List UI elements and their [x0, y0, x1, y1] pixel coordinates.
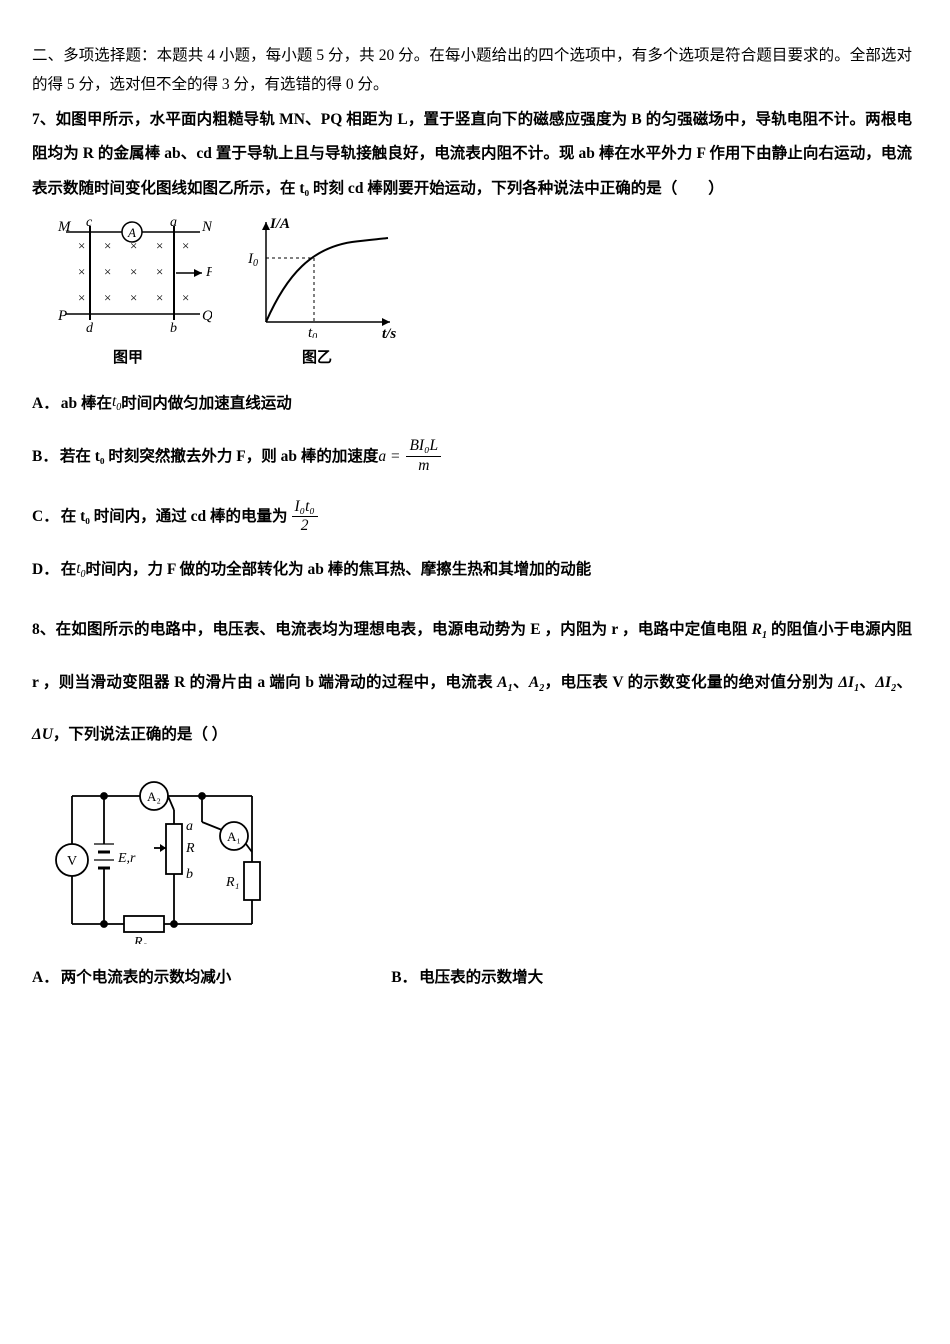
svg-text:P: P	[57, 308, 67, 324]
svg-text:V: V	[67, 854, 77, 869]
svg-text:a: a	[186, 819, 193, 834]
q7-optD-label: D．	[32, 559, 59, 581]
q7-fig-jia: A ××××× ×××× ××××× M N P Q c a d b F	[44, 214, 212, 338]
svg-text:R₂: R₂	[133, 935, 148, 944]
q7-optC-den: 2	[298, 517, 312, 536]
q8-R1-base: R	[752, 621, 762, 638]
svg-text:E,r: E,r	[117, 851, 136, 866]
q7-optA-pre: ab 棒在	[61, 393, 112, 415]
q8-dI2-base: ΔI	[875, 674, 891, 691]
q8-p0: 在如图所示的电路中，电压表、电流表均为理想电表，电源电动势为 E ，内阻为 r …	[56, 621, 752, 638]
q7-optB-num: BI₀L	[406, 437, 441, 457]
q8-A2: A2	[529, 674, 544, 691]
q7-option-d: D． 在 t0 时间内，力 F 做的功全部转化为 ab 棒的焦耳热、摩擦生热和其…	[32, 558, 912, 582]
q7-number: 7、	[32, 111, 56, 128]
section-heading: 二、多项选择题：本题共 4 小题，每小题 5 分，共 20 分。在每小题给出的四…	[32, 42, 912, 99]
q8-option-a: A．两个电流表的示数均减小	[32, 967, 231, 989]
q8-circuit: A₂ A₁ R₁ a R b V	[34, 774, 912, 951]
q7-optA-var: t0	[112, 391, 121, 415]
q8-R1: R1	[752, 621, 767, 638]
svg-text:R₁: R₁	[225, 875, 239, 890]
q8-p5: 、	[896, 674, 912, 691]
q7-optB-formula: a = BI₀L m	[378, 437, 445, 475]
q8-p4: 、	[859, 674, 875, 691]
q8-dI1: ΔI1	[838, 674, 859, 691]
q8-optB-label: B．	[391, 969, 417, 986]
svg-text:×: ×	[130, 238, 137, 253]
q7-optB-label: B．	[32, 446, 58, 468]
q8-option-b: B．电压表的示数增大	[391, 967, 543, 989]
q7-optD-pre: 在	[61, 559, 77, 581]
q8-A1: A1	[497, 674, 512, 691]
svg-text:A₁: A₁	[227, 829, 241, 844]
svg-text:×: ×	[104, 238, 111, 253]
svg-text:R: R	[185, 841, 195, 856]
svg-text:×: ×	[156, 264, 163, 279]
svg-text:×: ×	[78, 290, 85, 305]
q8-A2-base: A	[529, 674, 539, 691]
svg-text:×: ×	[78, 238, 85, 253]
q8-options: A．两个电流表的示数均减小 B．电压表的示数增大	[32, 967, 912, 989]
q7-fig-yi: I/A t/s I0 t0	[232, 214, 402, 338]
svg-text:a: a	[170, 215, 177, 230]
q7-optA-label: A．	[32, 393, 59, 415]
svg-text:b: b	[170, 321, 177, 336]
q7-optD-var: t0	[76, 558, 85, 582]
q7-optC-pre: 在 t₀ 时间内，通过 cd 棒的电量为	[61, 506, 288, 528]
q8-p2: 、	[513, 674, 529, 691]
q7-option-b: B． 若在 t₀ 时刻突然撤去外力 F，则 ab 棒的加速度 a = BI₀L …	[32, 437, 912, 475]
q7-fig-yi-wrap: I/A t/s I0 t0 图乙	[232, 214, 402, 370]
svg-text:A₂: A₂	[147, 789, 161, 804]
q7-option-a: A． ab 棒在 t0 时间内做匀加速直线运动	[32, 391, 912, 415]
q7-fig-jia-wrap: A ××××× ×××× ××××× M N P Q c a d b F 图甲	[44, 214, 212, 370]
svg-text:b: b	[186, 867, 193, 882]
svg-text:×: ×	[104, 264, 111, 279]
svg-text:×: ×	[130, 264, 137, 279]
svg-text:I/A: I/A	[269, 216, 290, 232]
q8-dI1-base: ΔI	[838, 674, 854, 691]
svg-text:×: ×	[104, 290, 111, 305]
q7-fig-jia-caption: 图甲	[44, 348, 212, 369]
q7-figures: A ××××× ×××× ××××× M N P Q c a d b F 图甲	[44, 214, 912, 370]
q7-optC-label: C．	[32, 506, 59, 528]
q7-optB-pre: 若在 t₀ 时刻突然撤去外力 F，则 ab 棒的加速度	[60, 446, 379, 468]
svg-text:c: c	[86, 215, 93, 230]
q7-fig-yi-caption: 图乙	[232, 348, 402, 369]
q7-body: 如图甲所示，水平面内粗糙导轨 MN、PQ 相距为 L，置于竖直向下的磁感应强度为…	[32, 111, 912, 196]
q7-stem: 7、如图甲所示，水平面内粗糙导轨 MN、PQ 相距为 L，置于竖直向下的磁感应强…	[32, 103, 912, 205]
svg-text:t/s: t/s	[382, 326, 396, 338]
q7-optC-formula: I₀t₀ 2	[288, 498, 322, 536]
svg-text:M: M	[57, 219, 72, 235]
svg-text:×: ×	[130, 290, 137, 305]
svg-text:d: d	[86, 321, 94, 336]
svg-text:t0: t0	[308, 325, 317, 338]
q7-option-c: C． 在 t₀ 时间内，通过 cd 棒的电量为 I₀t₀ 2	[32, 498, 912, 536]
q8-optB-text: 电压表的示数增大	[419, 969, 543, 986]
q8-optA-text: 两个电流表的示数均减小	[61, 969, 232, 986]
q7-optC-num: I₀t₀	[292, 498, 318, 518]
q8-dU: ΔU	[32, 726, 53, 743]
q8-optA-label: A．	[32, 969, 59, 986]
svg-text:×: ×	[182, 290, 189, 305]
svg-text:Q: Q	[202, 308, 212, 324]
svg-text:×: ×	[182, 238, 189, 253]
q7-optA-post: 时间内做匀加速直线运动	[121, 393, 292, 415]
q8-A1-base: A	[497, 674, 507, 691]
svg-text:×: ×	[156, 290, 163, 305]
q8-stem: 8、在如图所示的电路中，电压表、电流表均为理想电表，电源电动势为 E ，内阻为 …	[32, 604, 912, 762]
q8-number: 8、	[32, 621, 56, 638]
svg-text:N: N	[201, 219, 212, 235]
svg-text:×: ×	[78, 264, 85, 279]
q8-p3: ，电压表 V 的示数变化量的绝对值分别为	[544, 674, 838, 691]
q8-p6: ，下列说法正确的是（ ）	[53, 726, 227, 743]
q8-dI2: ΔI2	[875, 674, 896, 691]
svg-text:×: ×	[156, 238, 163, 253]
svg-text:I0: I0	[247, 251, 258, 269]
svg-text:F: F	[205, 265, 212, 280]
q7-optD-post: 时间内，力 F 做的功全部转化为 ab 棒的焦耳热、摩擦生热和其增加的动能	[86, 559, 592, 581]
q7-optB-den: m	[415, 457, 432, 476]
